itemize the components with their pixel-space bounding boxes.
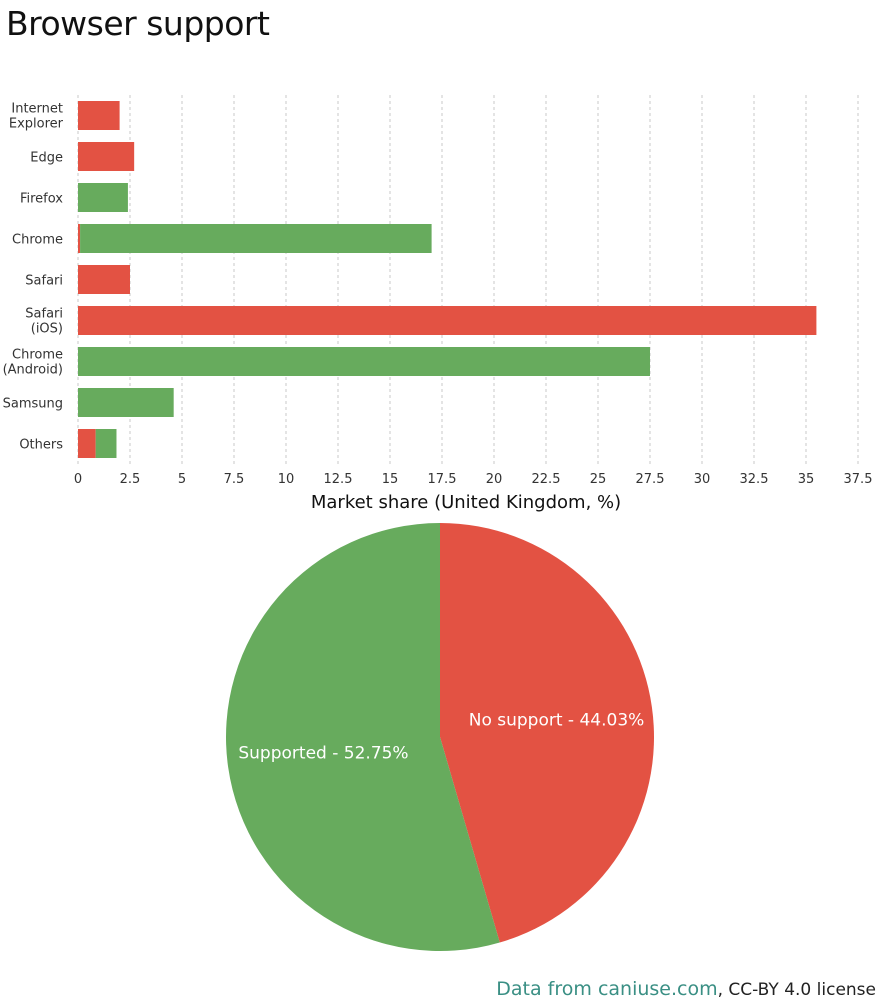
category-label: Edge <box>30 151 63 166</box>
bar-no_support <box>78 306 817 335</box>
x-tick-label: 27.5 <box>636 472 665 487</box>
bar-supported <box>78 347 650 376</box>
x-tick-label: 32.5 <box>740 472 769 487</box>
x-tick-label: 37.5 <box>844 472 873 487</box>
page-title: Browser support <box>6 4 270 43</box>
category-label: Samsung <box>3 397 63 412</box>
pie-slice-no_support <box>440 523 654 943</box>
x-tick-label: 10 <box>278 472 295 487</box>
pie-label-supported: Supported - 52.75% <box>238 744 408 764</box>
bar-no_support <box>78 429 96 458</box>
bar-no_support <box>78 101 120 130</box>
bar-no_support <box>78 142 135 171</box>
x-tick-label: 2.5 <box>120 472 141 487</box>
x-tick-label: 22.5 <box>532 472 561 487</box>
category-label: Chrome (Android) <box>3 348 63 378</box>
category-label: Firefox <box>20 192 63 207</box>
caniuse-link[interactable]: Data from caniuse.com <box>496 978 718 1000</box>
x-tick-label: 35 <box>798 472 815 487</box>
x-tick-label: 12.5 <box>324 472 353 487</box>
license-text: , CC-BY 4.0 license <box>717 980 876 1000</box>
category-label: Internet Explorer <box>9 102 64 132</box>
x-tick-label: 25 <box>590 472 607 487</box>
category-label: Others <box>19 438 63 453</box>
bar-no_support <box>78 224 81 253</box>
support-pie-chart: No support - 44.03% Supported - 52.75% <box>225 523 654 951</box>
bar-supported <box>80 224 432 253</box>
footer: Data from caniuse.com, CC-BY 4.0 license <box>496 978 876 1000</box>
bar-no_support <box>78 265 130 294</box>
category-label: Safari (iOS) <box>25 307 63 337</box>
x-tick-label: 17.5 <box>428 472 457 487</box>
x-tick-label: 20 <box>486 472 503 487</box>
category-label: Chrome <box>12 233 63 248</box>
market-share-bar-chart: 0 2.5 5 7.5 10 12.5 15 17.5 20 22.5 25 27.5 30 32.5 35… <box>3 95 873 513</box>
x-axis-label: Market share (United Kingdom, %) <box>311 492 621 513</box>
x-tick-label: 7.5 <box>224 472 245 487</box>
x-tick-label: 15 <box>382 472 399 487</box>
category-label: Safari <box>25 274 63 289</box>
x-tick-label: 30 <box>694 472 711 487</box>
bar-supported <box>78 183 128 212</box>
x-tick-label: 0 <box>74 472 82 487</box>
pie-slice-supported <box>225 523 500 951</box>
pie-label-no_support: No support - 44.03% <box>469 710 645 730</box>
x-tick-label: 5 <box>178 472 186 487</box>
bar-supported <box>78 388 174 417</box>
bar-supported <box>95 429 117 458</box>
